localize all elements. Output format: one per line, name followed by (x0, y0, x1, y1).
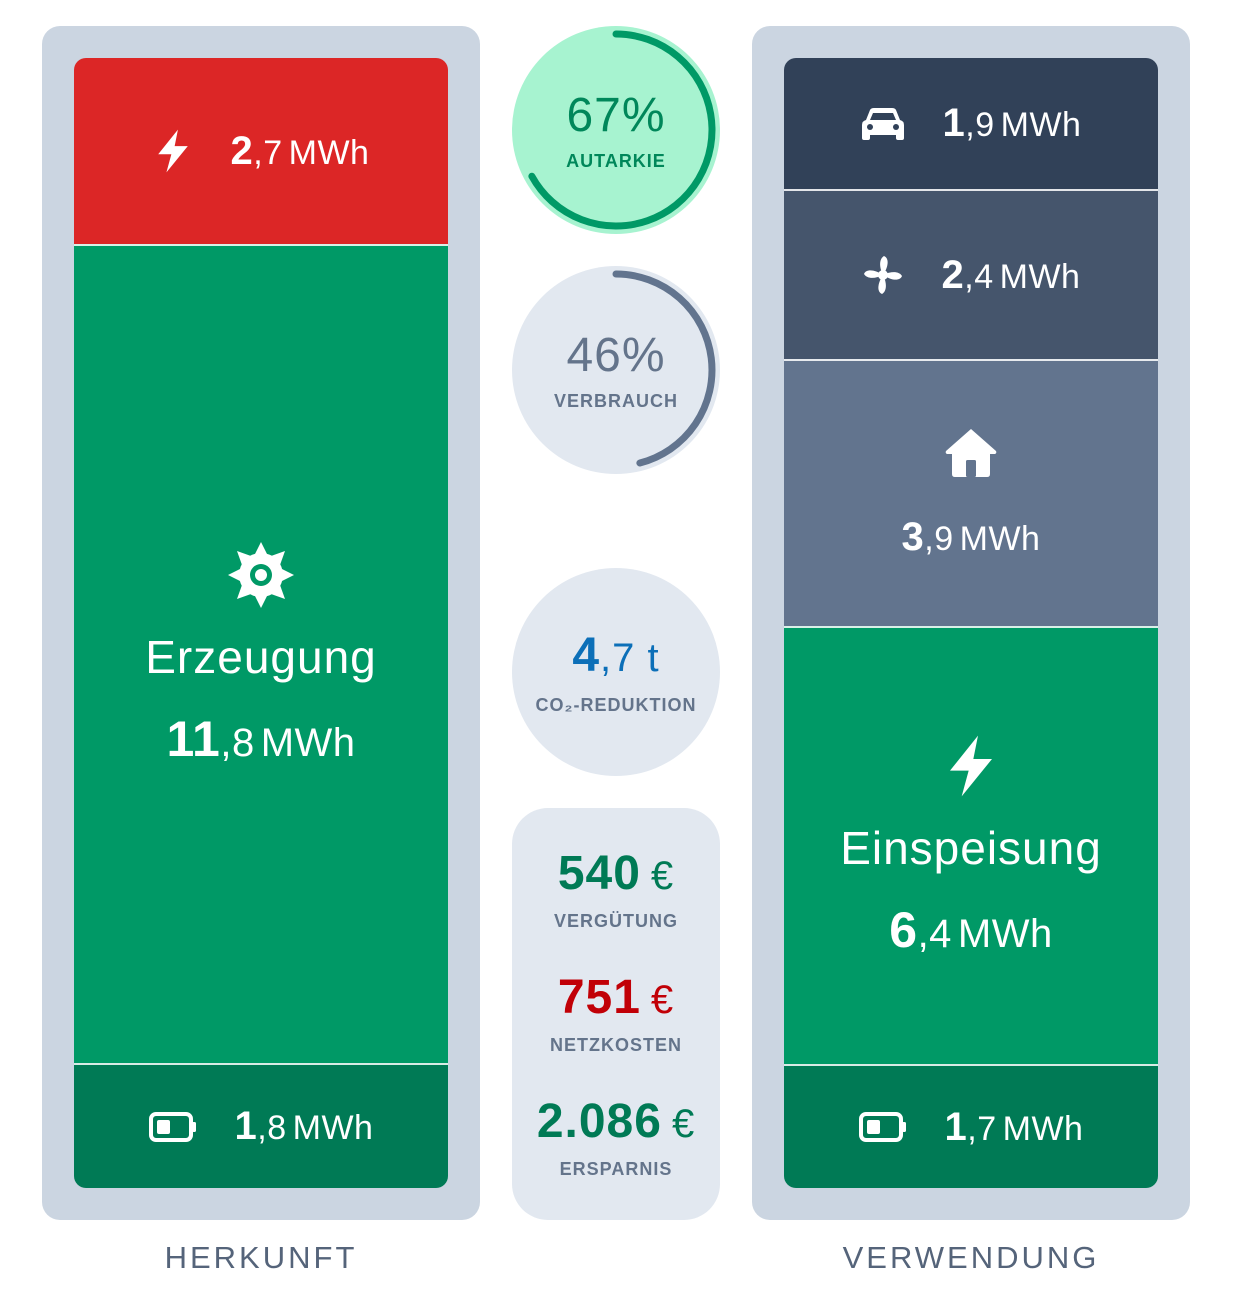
house-icon (944, 427, 998, 479)
netzkosten-item[interactable]: 751 € NETZKOSTEN (512, 970, 720, 1056)
verbrauch-ring[interactable]: 46% VERBRAUCH (512, 266, 720, 474)
heat-pump-segment[interactable]: 2,4 MWh (784, 189, 1158, 359)
feed-in-value: 6,4 MWh (889, 902, 1053, 958)
finance-card: 540 € VERGÜTUNG 751 € NETZKOSTEN 2.086 € ER… (512, 808, 720, 1220)
battery-charge-value: 1,7 MWh (944, 1104, 1084, 1149)
verwendung-panel: 1,9 MWh 2,4 MWh 3,9 MWh Einspeisung 6,4 MWh (752, 26, 1190, 1220)
feed-in-segment[interactable]: Einspeisung 6,4 MWh (784, 626, 1158, 1064)
battery-icon (148, 1111, 197, 1142)
verguetung-item[interactable]: 540 € VERGÜTUNG (512, 846, 720, 932)
netzkosten-label: NETZKOSTEN (549, 1035, 682, 1055)
verbrauch-label: VERBRAUCH (553, 391, 678, 411)
herkunft-stack: 2,7 MWh (74, 58, 448, 1188)
generation-segment[interactable]: Erzeugung 11,8 MWh (74, 244, 448, 1063)
battery-discharge-value: 1,8 MWh (234, 1104, 374, 1148)
generation-title: Erzeugung (145, 630, 377, 683)
grid-import-segment[interactable]: 2,7 MWh (74, 58, 448, 244)
co2-reduction-circle[interactable]: 4,7 t CO₂-REDUKTION (512, 568, 720, 776)
feed-in-title: Einspeisung (840, 822, 1102, 874)
fan-icon (862, 254, 904, 296)
verwendung-stack: 1,9 MWh 2,4 MWh 3,9 MWh Einspeisung 6,4 MWh (784, 58, 1158, 1188)
ersparnis-value: 2.086 € (536, 1095, 696, 1148)
verwendung-label: VERWENDUNG (842, 1240, 1100, 1275)
lightning-icon (943, 733, 999, 799)
co2-value: 4,7 t (572, 629, 660, 682)
netzkosten-value: 751 € (557, 971, 675, 1024)
ev-charging-segment[interactable]: 1,9 MWh (784, 58, 1158, 189)
sun-icon (228, 541, 294, 608)
heat-pump-value: 2,4 MWh (941, 252, 1081, 297)
ev-charging-value: 1,9 MWh (942, 101, 1082, 145)
ersparnis-item[interactable]: 2.086 € ERSPARNIS (512, 1094, 720, 1180)
generation-value: 11,8 MWh (166, 710, 356, 767)
verguetung-value: 540 € (557, 847, 675, 900)
autarkie-label: AUTARKIE (566, 151, 666, 171)
car-icon (861, 106, 905, 142)
autarkie-value: 67% (566, 89, 666, 142)
ersparnis-label: ERSPARNIS (559, 1159, 673, 1179)
co2-label: CO₂-REDUKTION (535, 695, 697, 715)
battery-charge-segment[interactable]: 1,7 MWh (784, 1064, 1158, 1188)
verguetung-label: VERGÜTUNG (553, 911, 678, 931)
herkunft-label: HERKUNFT (164, 1240, 358, 1275)
battery-discharge-segment[interactable]: 1,8 MWh (74, 1063, 448, 1188)
herkunft-panel: 2,7 MWh (42, 26, 480, 1220)
autarkie-ring[interactable]: 67% AUTARKIE (512, 26, 720, 234)
battery-icon (858, 1112, 907, 1142)
autarkie-progress (528, 30, 716, 230)
lightning-icon (153, 128, 193, 174)
household-segment[interactable]: 3,9 MWh (784, 359, 1158, 626)
grid-import-value: 2,7 MWh (230, 128, 370, 173)
verbrauch-progress (612, 270, 716, 467)
verbrauch-value: 46% (566, 329, 666, 382)
household-value: 3,9 MWh (901, 515, 1041, 559)
